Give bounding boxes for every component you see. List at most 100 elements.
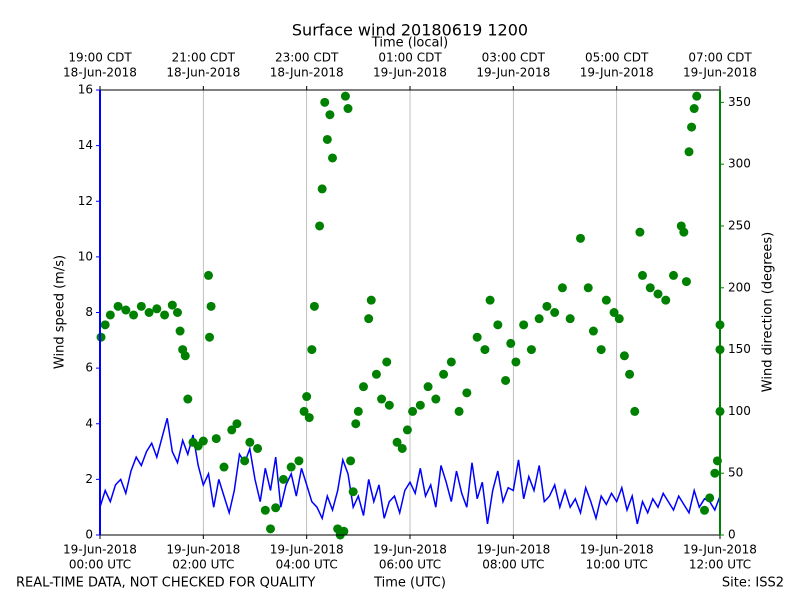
direction-point	[183, 394, 193, 404]
y-tick-label: 10	[78, 249, 93, 263]
direction-point	[565, 314, 575, 324]
direction-point	[307, 345, 317, 355]
y-tick-label: 6	[85, 361, 93, 375]
direction-point	[346, 456, 356, 466]
x2-tick-label: 03:00 CDT	[482, 51, 546, 65]
y2-tick-label: 150	[728, 342, 751, 356]
x-tick-label: 08:00 UTC	[482, 558, 544, 572]
chart-title: Surface wind 20180619 1200	[292, 21, 528, 40]
x-tick-label: 19-Jun-2018	[373, 543, 447, 557]
y-axis-title: Wind speed (m/s)	[53, 255, 68, 369]
direction-point	[309, 301, 319, 311]
y-tick-label: 0	[85, 528, 93, 542]
direction-point	[661, 295, 671, 305]
direction-point	[180, 351, 190, 361]
x2-tick-label: 19-Jun-2018	[683, 66, 757, 80]
direction-point	[167, 300, 177, 310]
direction-point	[462, 388, 472, 398]
footer-site: Site: ISS2	[722, 576, 784, 591]
direction-point	[343, 104, 353, 114]
x-tick-label: 06:00 UTC	[379, 558, 441, 572]
direction-point	[601, 295, 611, 305]
speed-line	[99, 418, 721, 525]
y2-axis-title: Wind direction (degrees)	[761, 232, 776, 392]
direction-point	[315, 221, 325, 231]
direction-point	[286, 462, 296, 472]
direction-point	[692, 91, 702, 101]
direction-point	[638, 270, 647, 280]
direction-point	[542, 301, 552, 311]
direction-point	[96, 332, 106, 342]
direction-point	[431, 394, 441, 404]
direction-point	[219, 462, 229, 472]
direction-point	[245, 437, 255, 447]
x-tick-label: 12:00 UTC	[689, 558, 751, 572]
direction-point	[700, 505, 709, 515]
direction-point	[340, 91, 350, 101]
direction-point	[160, 310, 170, 320]
direction-point	[299, 406, 309, 416]
direction-point	[635, 227, 645, 237]
direction-point	[423, 382, 433, 392]
direction-point	[397, 443, 407, 453]
direction-point	[557, 283, 567, 293]
y-tick-label: 8	[85, 305, 93, 319]
direction-point	[439, 369, 449, 379]
x2-axis-title: Time (local)	[371, 36, 448, 51]
direction-point	[415, 400, 425, 410]
direction-point	[366, 295, 376, 305]
direction-point	[129, 310, 139, 320]
y2-tick-label: 100	[728, 404, 751, 418]
direction-point	[526, 345, 536, 355]
direction-point	[320, 97, 330, 107]
direction-point	[705, 493, 715, 503]
x-tick-label: 19-Jun-2018	[63, 543, 137, 557]
x2-tick-label: 19-Jun-2018	[476, 66, 550, 80]
y-tick-label: 4	[85, 416, 93, 430]
y2-tick-label: 200	[728, 280, 751, 294]
direction-point	[384, 400, 394, 410]
x-tick-label: 19-Jun-2018	[580, 543, 654, 557]
direction-point	[710, 468, 720, 478]
direction-point	[609, 308, 619, 317]
direction-point	[152, 304, 162, 314]
direction-point	[653, 289, 663, 299]
x-tick-label: 02:00 UTC	[172, 558, 234, 572]
direction-point	[619, 351, 629, 361]
y2-tick-label: 0	[728, 528, 736, 542]
direction-point	[630, 406, 640, 416]
x2-tick-label: 18-Jun-2018	[166, 66, 240, 80]
direction-point	[302, 392, 312, 402]
direction-point	[328, 153, 337, 163]
x-tick-label: 19-Jun-2018	[683, 543, 757, 557]
direction-point	[519, 320, 529, 330]
x-tick-label: 19-Jun-2018	[166, 543, 240, 557]
x2-tick-label: 19:00 CDT	[68, 51, 132, 65]
direction-point	[689, 104, 699, 114]
direction-point	[485, 295, 495, 305]
direction-point	[322, 134, 332, 144]
direction-point	[294, 456, 304, 466]
direction-point	[227, 425, 237, 435]
y-tick-label: 14	[78, 138, 93, 152]
direction-point	[206, 301, 216, 311]
x2-tick-label: 18-Jun-2018	[270, 66, 344, 80]
x2-tick-label: 18-Jun-2018	[63, 66, 137, 80]
direction-point	[534, 314, 544, 324]
y-tick-label: 2	[85, 472, 93, 486]
direction-point	[364, 314, 374, 324]
x2-tick-label: 21:00 CDT	[172, 51, 236, 65]
direction-point	[353, 406, 363, 416]
x2-tick-label: 19-Jun-2018	[373, 66, 447, 80]
direction-point	[325, 110, 335, 120]
direction-point	[596, 345, 606, 355]
direction-point	[173, 308, 182, 317]
direction-point	[408, 406, 418, 416]
y-tick-label: 12	[78, 194, 93, 208]
direction-point	[454, 406, 464, 416]
direction-point	[339, 526, 349, 536]
direction-point	[371, 369, 381, 379]
direction-point	[240, 456, 250, 466]
direction-point	[645, 283, 655, 293]
direction-point	[317, 184, 327, 194]
